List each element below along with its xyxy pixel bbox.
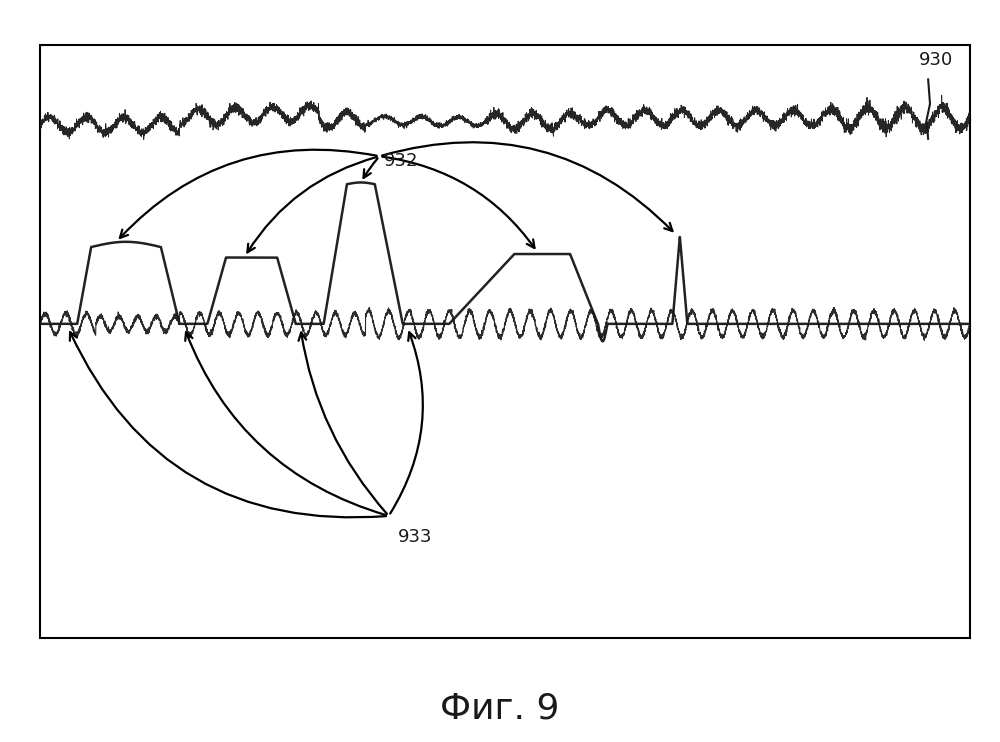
Text: 933: 933 — [398, 528, 433, 546]
Text: Фиг. 9: Фиг. 9 — [440, 692, 560, 726]
Text: 930: 930 — [919, 51, 953, 69]
Text: 932: 932 — [384, 153, 419, 171]
